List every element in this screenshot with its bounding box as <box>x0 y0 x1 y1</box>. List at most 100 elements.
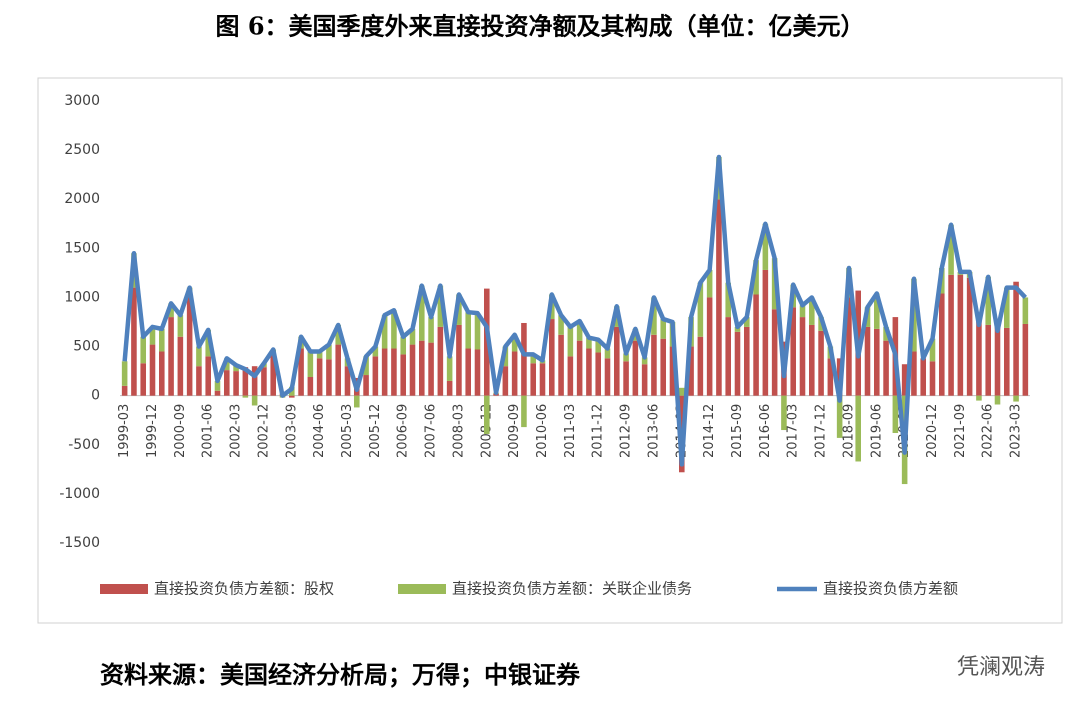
bar <box>354 395 360 408</box>
bar <box>521 395 527 428</box>
bar <box>874 293 880 329</box>
bar <box>614 326 620 396</box>
bar <box>744 317 750 327</box>
bar <box>762 269 769 396</box>
bar <box>1022 297 1029 324</box>
bar <box>316 358 323 396</box>
bar <box>660 319 666 339</box>
bar <box>1004 287 1010 328</box>
bar <box>205 329 211 357</box>
x-tick-label: 2020-12 <box>925 404 940 458</box>
bar <box>641 364 648 396</box>
bar <box>994 395 1001 405</box>
legend-label: 直接投资负债方差额：关联企业债务 <box>452 580 692 598</box>
line <box>122 154 1027 467</box>
bar <box>205 356 211 396</box>
bar <box>623 353 629 362</box>
bar <box>651 297 657 335</box>
bar <box>400 336 406 355</box>
x-tick-label: 2010-06 <box>535 404 550 458</box>
bar <box>363 356 369 376</box>
bar <box>985 276 991 325</box>
x-tick-label: 1999-03 <box>117 404 132 458</box>
bar <box>419 285 425 341</box>
bar <box>307 351 314 378</box>
x-tick-label: 2002-03 <box>229 404 244 458</box>
y-tick-label: 2000 <box>64 191 100 207</box>
watermark: 凭澜观涛 <box>957 655 1045 680</box>
bar <box>874 328 880 396</box>
bar <box>456 294 462 325</box>
x-tick-label: 2019-06 <box>869 404 884 458</box>
bar <box>168 317 174 396</box>
bar <box>159 328 165 352</box>
bar <box>549 319 555 396</box>
bar <box>121 385 128 396</box>
x-tick-label: 2004-06 <box>312 404 327 458</box>
bar <box>734 331 741 396</box>
bar <box>939 293 945 396</box>
bar <box>409 344 416 396</box>
x-tick-label: 2017-12 <box>814 404 829 458</box>
bar <box>827 358 834 396</box>
bar <box>725 282 731 318</box>
bar <box>251 395 258 406</box>
bar <box>428 317 434 343</box>
bar <box>465 348 471 396</box>
bar <box>511 351 518 396</box>
bar <box>242 395 249 398</box>
y-tick-label: -1000 <box>59 486 100 502</box>
bar <box>177 336 184 396</box>
x-tick-label: 2006-09 <box>396 404 411 458</box>
x-tick-label: 2007-06 <box>424 404 439 458</box>
x-tick-label: 2008-03 <box>451 404 466 458</box>
bar <box>948 224 954 275</box>
bar <box>586 348 592 396</box>
bar <box>576 321 583 341</box>
bar <box>140 336 146 364</box>
bar <box>567 326 574 357</box>
x-tick-label: 2005-12 <box>368 404 383 458</box>
bar <box>632 340 639 396</box>
bar <box>465 312 471 349</box>
bar <box>391 310 397 349</box>
bar <box>957 274 964 396</box>
bar <box>753 294 759 396</box>
x-tick-label: 2011-12 <box>591 404 606 458</box>
bar <box>131 287 137 396</box>
bar <box>679 387 685 396</box>
x-tick-label: 2009-09 <box>507 404 522 458</box>
bar <box>372 356 379 396</box>
bar <box>298 348 304 396</box>
bar <box>799 317 806 396</box>
bar <box>177 315 184 337</box>
x-tick-label: 2021-09 <box>953 404 968 458</box>
legend-label: 直接投资负债方差额：股权 <box>154 580 334 598</box>
bar <box>121 361 128 386</box>
bar <box>809 324 815 396</box>
bar <box>335 324 341 345</box>
bar <box>233 365 239 372</box>
bar <box>539 363 546 396</box>
bar <box>437 326 444 396</box>
bar <box>456 324 462 396</box>
bar <box>855 395 861 462</box>
x-tick-label: 2017-03 <box>786 404 801 458</box>
bar <box>372 346 379 357</box>
bar <box>976 395 982 401</box>
bar <box>484 395 490 434</box>
bar <box>1004 327 1010 396</box>
bar <box>762 223 769 270</box>
bar <box>326 344 332 360</box>
bar <box>335 344 341 396</box>
bar <box>595 352 601 396</box>
bar <box>604 358 611 396</box>
bar <box>502 366 509 396</box>
bar <box>344 366 351 396</box>
bar <box>1013 281 1019 396</box>
bar <box>381 315 388 349</box>
bar <box>428 342 434 396</box>
bar <box>623 361 629 396</box>
bar <box>641 357 648 365</box>
